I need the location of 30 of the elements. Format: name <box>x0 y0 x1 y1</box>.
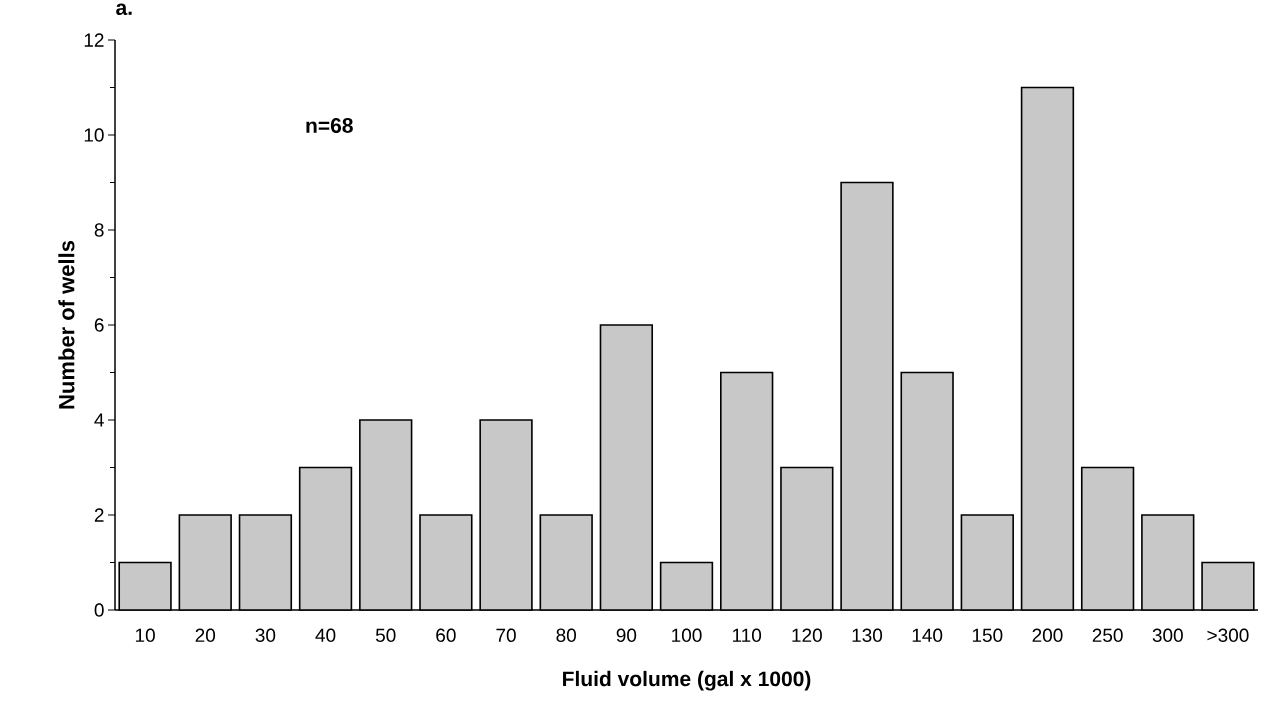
x-tick-label: 100 <box>672 628 702 642</box>
y-tick-label: 6 <box>94 318 104 332</box>
x-tick-label: 40 <box>315 628 336 642</box>
y-tick-label: 12 <box>84 33 104 47</box>
y-tick-label: 0 <box>94 603 104 617</box>
x-tick-label: 110 <box>732 628 762 642</box>
x-tick-label: 20 <box>195 628 216 642</box>
y-tick-label: 4 <box>94 413 104 427</box>
x-tick-label: 150 <box>972 628 1003 642</box>
x-tick-label: 70 <box>496 628 516 642</box>
y-tick-label: 2 <box>94 508 104 522</box>
y-tick-label: 10 <box>84 128 104 142</box>
x-tick-label: 50 <box>375 628 396 642</box>
x-tick-label: 120 <box>792 628 822 642</box>
x-tick-label: 200 <box>1032 628 1063 642</box>
x-tick-label: 140 <box>912 628 943 642</box>
y-axis-title: Number of wells <box>58 240 75 409</box>
chart-title: a. <box>116 3 132 16</box>
x-tick-label: 30 <box>255 628 276 642</box>
x-tick-label: 300 <box>1152 628 1183 642</box>
x-tick-label: 60 <box>436 628 456 642</box>
y-tick-label: 8 <box>94 223 104 237</box>
x-axis-title: Fluid volume (gal x 1000) <box>563 670 811 691</box>
x-tick-label: 80 <box>556 628 577 642</box>
x-tick-label: 10 <box>135 628 155 642</box>
x-tick-label: 90 <box>616 628 637 642</box>
x-tick-label: 250 <box>1092 628 1123 642</box>
x-tick-label: >300 <box>1207 628 1249 642</box>
annotation: n=68 <box>306 118 353 133</box>
x-tick-label: 130 <box>852 628 883 642</box>
